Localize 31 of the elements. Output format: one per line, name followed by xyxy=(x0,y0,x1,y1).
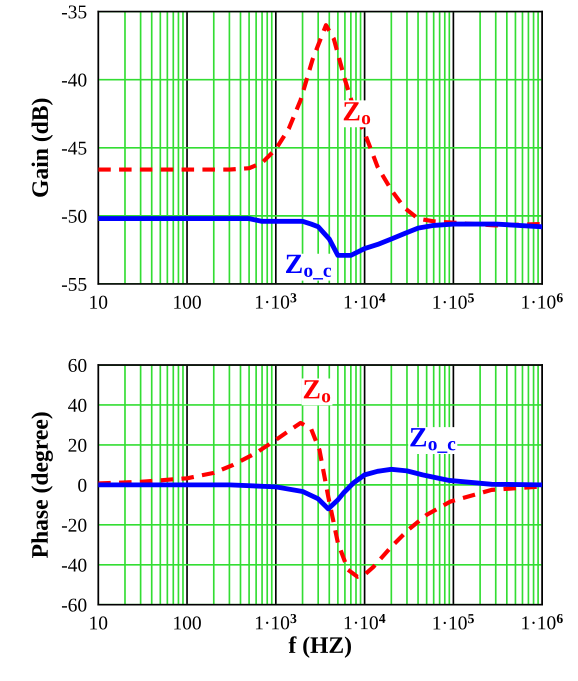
x-tick-label: 10 xyxy=(90,296,108,309)
y-axis-title: Gain (dB) xyxy=(31,98,53,197)
y-tick-label: 40 xyxy=(68,398,86,412)
y-tick-label: 20 xyxy=(68,438,86,452)
series-label: Z$_{o_c}$ xyxy=(286,254,332,280)
x-tick-label: 1·10$^{6}$ xyxy=(522,293,563,309)
x-tick-label: 100 xyxy=(174,616,201,630)
series-label: Z$_{o_c}$ xyxy=(410,428,456,453)
x-tick-label: 1·10$^{3}$ xyxy=(256,614,296,630)
x-axis-title: f (HZ) xyxy=(288,636,351,658)
y-tick-label: -55 xyxy=(62,278,86,291)
y-tick-label: 60 xyxy=(68,358,86,372)
series-label: Z$_{o}$ xyxy=(304,380,330,402)
y-tick-label: -35 xyxy=(62,5,86,19)
x-tick-label: 1·10$^{4}$ xyxy=(344,614,386,630)
x-tick-label: 1·10$^{5}$ xyxy=(434,293,474,309)
y-tick-label: -45 xyxy=(62,142,86,155)
y-tick-label: -40 xyxy=(62,73,86,87)
x-tick-label: 1·10$^{4}$ xyxy=(344,293,386,309)
y-tick-label: -20 xyxy=(62,518,86,532)
x-tick-label: 1·10$^{5}$ xyxy=(434,614,474,630)
y-tick-label: -40 xyxy=(62,558,86,572)
x-tick-label: 10 xyxy=(90,616,108,630)
x-tick-label: 100 xyxy=(174,296,201,309)
y-axis-title: Phase (degree) xyxy=(31,412,53,558)
series-label: Z$_{o}$ xyxy=(344,102,370,124)
y-tick-label: -50 xyxy=(62,210,86,223)
x-tick-label: 1·10$^{3}$ xyxy=(256,293,296,309)
y-tick-label: 0 xyxy=(78,478,86,492)
y-tick-label: -60 xyxy=(62,598,86,612)
x-tick-label: 1·10$^{6}$ xyxy=(522,614,563,630)
